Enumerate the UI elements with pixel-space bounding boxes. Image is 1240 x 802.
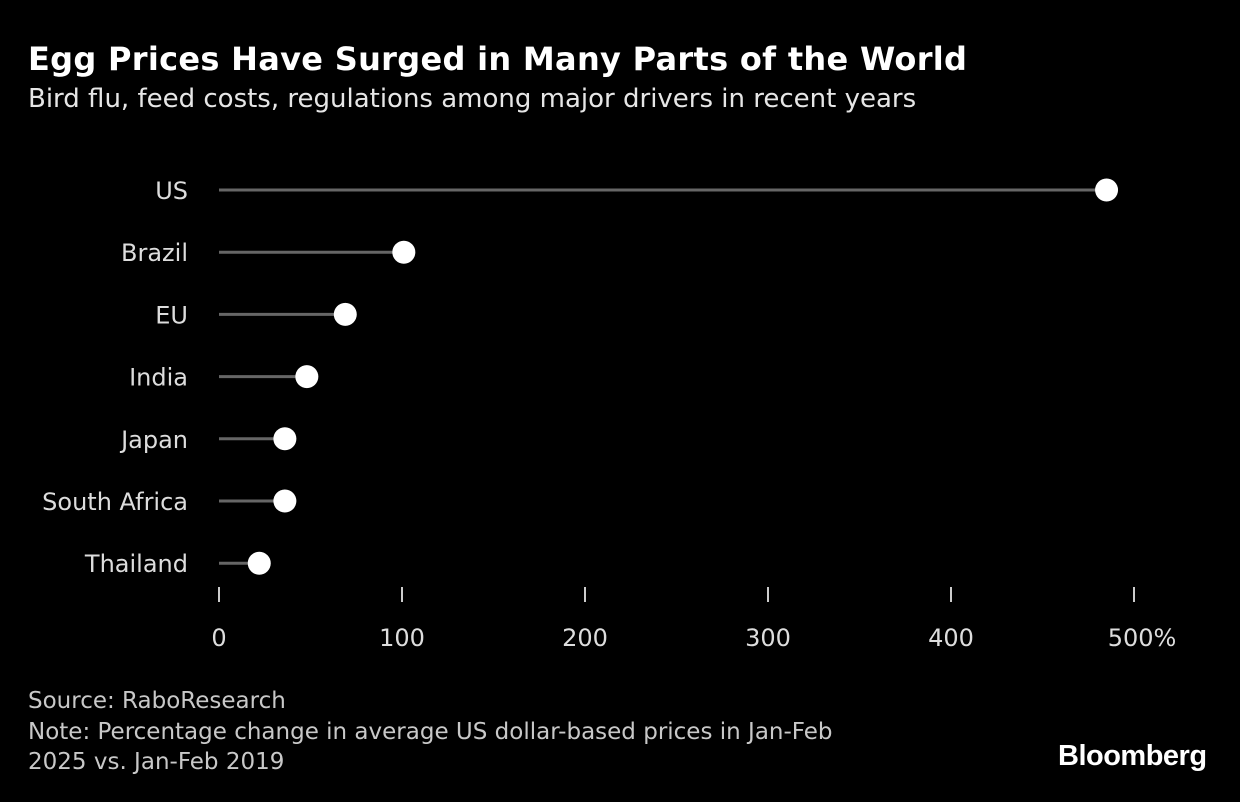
x-tick-label: 300 (745, 624, 791, 652)
category-label: Brazil (121, 239, 188, 267)
x-tick-label: 0 (211, 624, 226, 652)
x-tick-label: 100 (379, 624, 425, 652)
category-label: EU (155, 301, 188, 329)
dot-chart: US Brazil EU India Japan South Africa Thailand… (42, 177, 1177, 652)
footnote-line-1: Note: Percentage change in average US do… (28, 719, 833, 745)
data-point (295, 365, 319, 389)
data-point (273, 427, 297, 451)
category-label: Thailand (84, 550, 188, 578)
data-point (333, 302, 357, 326)
chart-subtitle: Bird flu, feed costs, regulations among … (28, 84, 917, 114)
data-point (273, 489, 297, 513)
x-tick-label: 200 (562, 624, 608, 652)
category-label: US (155, 177, 188, 205)
bloomberg-logo: Bloomberg (1058, 740, 1207, 772)
chart-title: Egg Prices Have Surged in Many Parts of … (28, 40, 968, 78)
data-point (392, 240, 416, 264)
x-tick-label: 500% (1108, 624, 1177, 652)
source-note: Source: RaboResearch (28, 688, 286, 714)
footnote-line-2: 2025 vs. Jan-Feb 2019 (28, 749, 285, 775)
data-point (247, 551, 271, 575)
x-tick-label: 400 (928, 624, 974, 652)
category-label: Japan (119, 426, 188, 454)
category-label: South Africa (42, 488, 188, 516)
data-point (1095, 178, 1119, 202)
category-label: India (129, 364, 188, 392)
